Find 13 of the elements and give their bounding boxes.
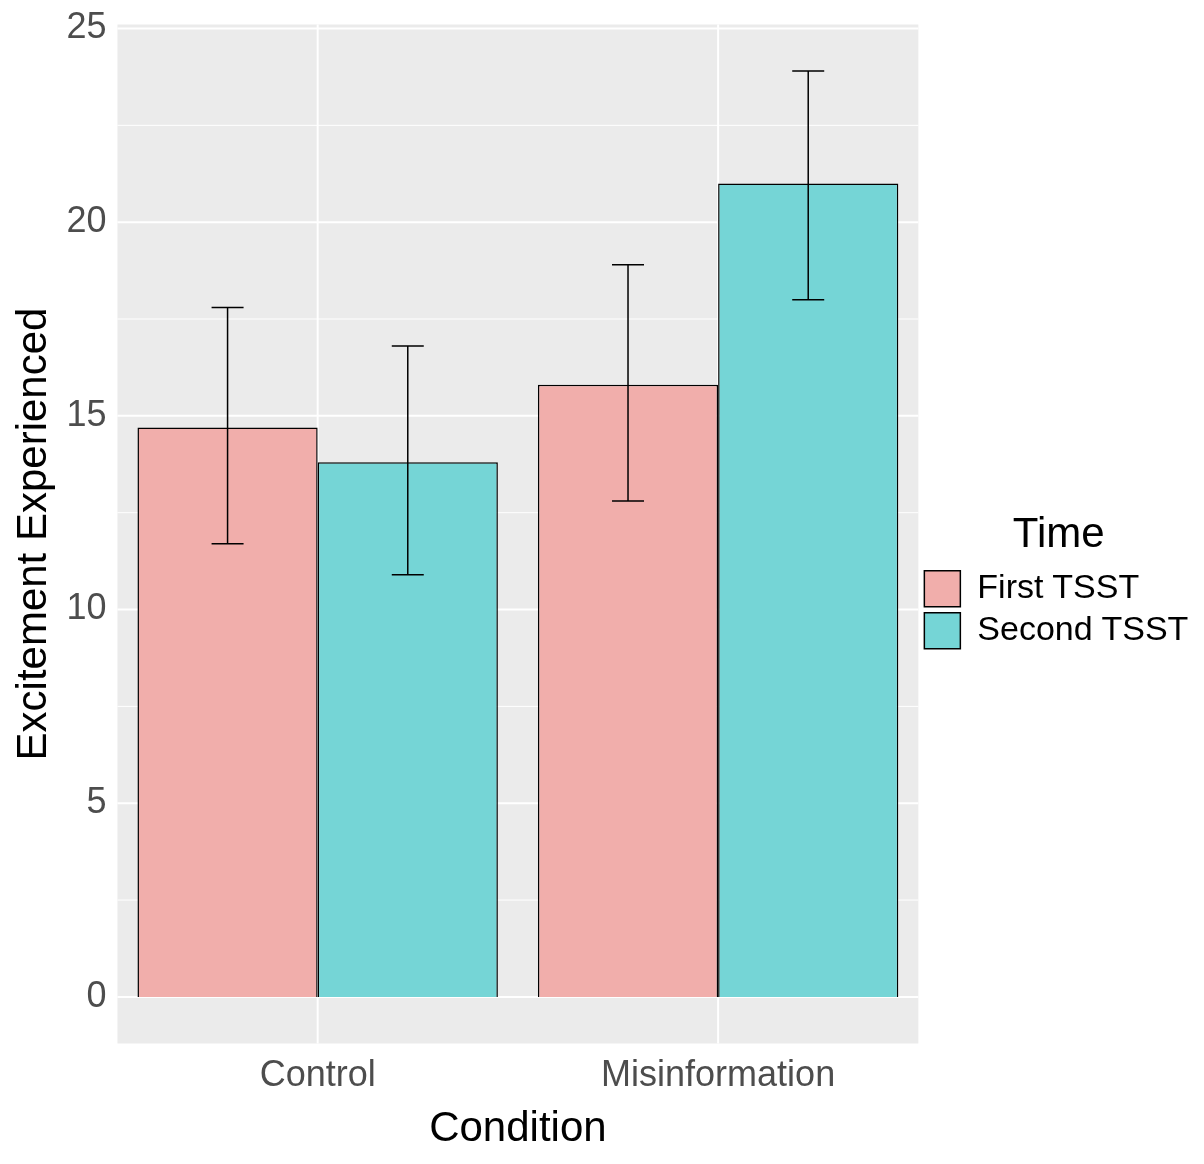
legend-title: Time [1012,508,1105,556]
legend-label: Second TSST [977,609,1189,648]
y-axis-title: Excitement Experienced [7,307,55,761]
y-tick-label: 15 [66,392,107,434]
y-tick-label: 20 [66,199,107,241]
y-tick-label: 25 [66,5,107,47]
y-tick-label: 10 [66,586,107,628]
x-tick-label: Control [259,1052,376,1094]
x-axis-title: Condition [429,1103,607,1151]
x-tick-label: Misinformation [601,1052,836,1094]
y-tick-label: 5 [86,780,107,822]
y-tick-label: 0 [86,973,107,1015]
legend-label: First TSST [977,567,1140,606]
